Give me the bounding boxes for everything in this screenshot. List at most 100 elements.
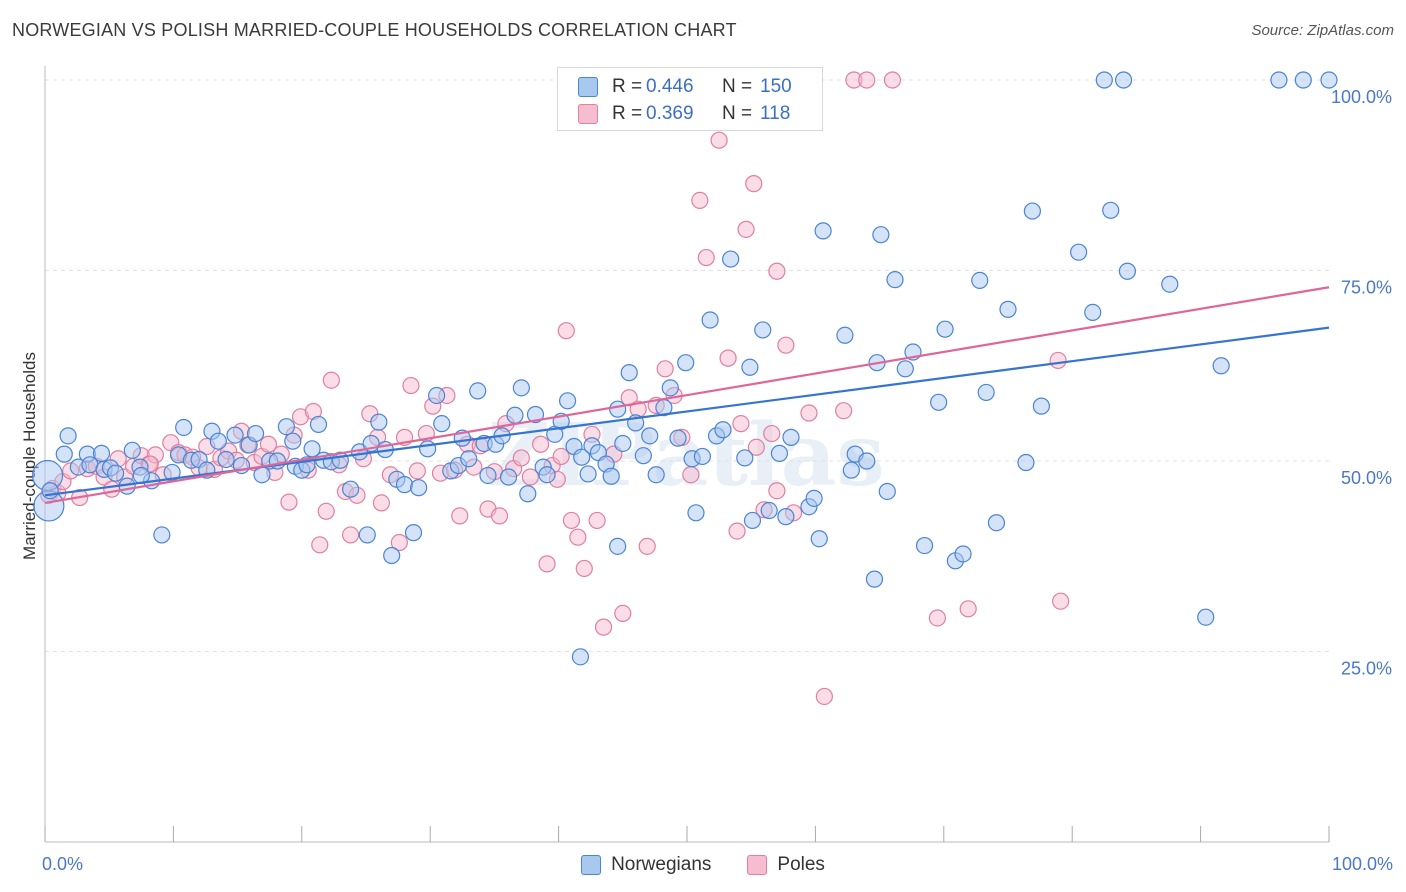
source-label: Source: ZipAtlas.com xyxy=(1251,22,1394,39)
norwegian-point xyxy=(1118,262,1137,280)
norwegian-point xyxy=(896,360,914,378)
norwegian-point xyxy=(246,424,265,443)
legend-row-norwegians: R = 0.446 N = 150 xyxy=(578,74,792,100)
norwegian-point xyxy=(571,648,590,666)
tick-labels: 25.0% 50.0% 75.0% 100.0% 0.0% 100.0% xyxy=(42,87,1393,874)
norwegian-point xyxy=(383,546,401,565)
r-value: 0.446 xyxy=(646,76,694,97)
norwegian-point xyxy=(1070,243,1088,261)
n-value: 118 xyxy=(760,103,791,124)
norwegian-point xyxy=(987,514,1006,532)
norwegian-point xyxy=(805,489,823,507)
norwegian-point xyxy=(687,504,705,522)
norwegian-point xyxy=(419,440,437,458)
norwegian-point xyxy=(277,418,295,436)
norwegian-point xyxy=(701,311,719,329)
norwegian-point xyxy=(936,320,954,338)
norwegian-point xyxy=(777,508,795,526)
norwegian-point xyxy=(886,271,904,289)
stats-legend: R = 0.446 N = 150 R = 0.369 N = 118 xyxy=(557,67,823,131)
norwegian-point xyxy=(92,444,111,462)
norwegian-point xyxy=(602,467,620,485)
pole-point xyxy=(280,493,298,511)
norwegian-point xyxy=(163,463,181,482)
norwegian-point xyxy=(736,449,754,467)
norwegian-point xyxy=(469,382,487,400)
norwegian-point xyxy=(743,511,762,530)
n-label: N = xyxy=(722,76,753,97)
pole-point xyxy=(815,687,833,706)
pole-point xyxy=(719,349,737,367)
legend-label: Norwegians xyxy=(611,854,712,875)
norwegian-point xyxy=(107,464,125,482)
poles-swatch xyxy=(578,104,598,124)
r-value: 0.369 xyxy=(646,103,694,124)
pole-point xyxy=(341,526,360,544)
norwegian-point xyxy=(519,485,537,503)
norwegian-point xyxy=(309,415,328,434)
norwegian-point xyxy=(1212,357,1230,375)
norwegian-point xyxy=(303,440,321,458)
x-tick-label-max: 100.0% xyxy=(1332,854,1393,874)
pole-point xyxy=(311,536,329,554)
norwegian-point xyxy=(1032,397,1050,415)
norwegian-point xyxy=(506,406,524,424)
y-tick-label: 100.0% xyxy=(1331,87,1392,107)
norwegian-point xyxy=(404,524,423,542)
norwegian-point xyxy=(209,432,227,450)
pole-point xyxy=(732,415,750,433)
pole-point xyxy=(768,482,786,500)
norwegian-point xyxy=(754,321,772,339)
legend-row-poles: R = 0.369 N = 118 xyxy=(578,101,790,127)
poles-trend-line xyxy=(44,286,1330,504)
x-tick-label-min: 0.0% xyxy=(42,854,83,874)
pole-point xyxy=(1049,351,1067,370)
norwegian-point xyxy=(641,427,659,445)
norwegian-point xyxy=(836,326,854,344)
norwegian-point xyxy=(741,358,759,376)
norwegian-point xyxy=(609,537,627,555)
pole-point xyxy=(728,522,746,540)
norwegian-point xyxy=(669,429,687,447)
norwegian-point xyxy=(341,480,360,498)
pole-point xyxy=(763,424,781,443)
pole-point xyxy=(959,600,977,618)
pole-point xyxy=(575,559,593,578)
norwegian-point xyxy=(722,250,740,268)
norwegian-point xyxy=(55,445,73,463)
norwegian-point xyxy=(460,450,478,468)
norwegian-point xyxy=(410,479,428,497)
norwegian-point xyxy=(1270,71,1288,89)
pole-point xyxy=(747,438,765,456)
pole-point xyxy=(408,462,426,480)
norwegians-swatch xyxy=(578,77,598,97)
norwegian-point xyxy=(370,413,388,431)
norwegian-point xyxy=(1320,71,1338,89)
r-label: R = xyxy=(612,103,643,124)
pole-point xyxy=(390,533,408,552)
pole-point xyxy=(552,447,570,466)
norwegian-point xyxy=(609,400,627,418)
pole-point xyxy=(800,404,818,422)
norwegian-point xyxy=(1161,275,1179,293)
pole-point xyxy=(569,528,587,546)
y-tick-label: 25.0% xyxy=(1341,659,1392,679)
pole-point xyxy=(317,502,335,520)
pole-point xyxy=(710,131,728,149)
norwegian-point xyxy=(930,393,948,411)
pole-point xyxy=(682,466,700,484)
pole-point xyxy=(614,604,632,623)
pole-point xyxy=(402,376,420,395)
norwegian-point xyxy=(428,386,446,405)
norwegians-swatch xyxy=(581,855,602,875)
pole-point xyxy=(538,555,556,573)
chart-title: NORWEGIAN VS POLISH MARRIED-COUPLE HOUSE… xyxy=(12,20,737,40)
pole-point xyxy=(1052,592,1070,610)
norwegian-point xyxy=(217,450,235,469)
norwegian-point xyxy=(677,354,695,372)
norwegian-point xyxy=(977,383,995,402)
norwegian-point xyxy=(647,466,665,484)
pole-point xyxy=(768,262,786,280)
pole-point xyxy=(490,507,509,525)
